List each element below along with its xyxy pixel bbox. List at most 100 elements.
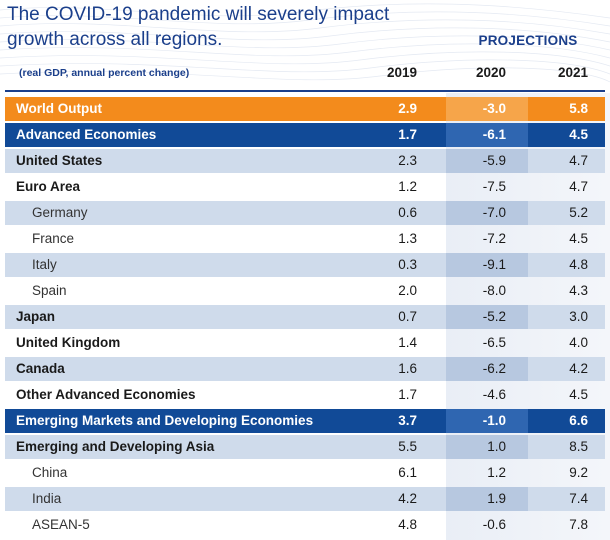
value-2019: 6.1 [398,465,417,480]
value-2021: 4.8 [569,257,588,272]
projection-2020-cell [446,201,528,225]
table-row: France 1.3 -7.2 4.5 [5,227,605,251]
value-2021: 4.0 [569,335,588,350]
value-2019: 5.5 [398,439,417,454]
table-row: Advanced Economies 1.7 -6.1 4.5 [5,123,605,147]
value-2019: 1.2 [398,179,417,194]
value-2019: 2.9 [398,101,417,116]
value-2021: 4.2 [569,361,588,376]
value-2020: -5.9 [482,153,506,168]
value-2020: -6.1 [482,127,506,142]
table-row: United States 2.3 -5.9 4.7 [5,149,605,173]
value-2019: 1.7 [398,127,417,142]
projection-2020-cell [446,487,528,511]
value-2020: 1.9 [487,491,506,506]
table-row: Italy 0.3 -9.1 4.8 [5,253,605,277]
value-2021: 5.8 [569,101,588,116]
table-row: Euro Area 1.2 -7.5 4.7 [5,175,605,199]
value-2019: 2.0 [398,283,417,298]
value-2019: 0.6 [398,205,417,220]
row-label: United Kingdom [16,335,121,350]
value-2021: 3.0 [569,309,588,324]
value-2021: 4.3 [569,283,588,298]
row-label: Emerging Markets and Developing Economie… [16,413,314,428]
table-row: Spain 2.0 -8.0 4.3 [5,279,605,303]
table-row: Japan 0.7 -5.2 3.0 [5,305,605,329]
table-row: Emerging and Developing Asia 5.5 1.0 8.5 [5,435,605,459]
row-label: Spain [32,283,67,298]
row-label: Advanced Economies [16,127,157,142]
column-header-2019: 2019 [386,65,417,80]
value-2021: 4.5 [569,387,588,402]
row-label: Canada [16,361,65,376]
table-row: Canada 1.6 -6.2 4.2 [5,357,605,381]
row-label: India [32,491,62,506]
value-2019: 1.3 [398,231,417,246]
table-row: Other Advanced Economies 1.7 -4.6 4.5 [5,383,605,407]
value-2020: -1.0 [482,413,506,428]
table-row: World Output 2.9 -3.0 5.8 [5,97,605,121]
value-2019: 0.7 [398,309,417,324]
value-2021: 4.7 [569,179,588,194]
row-label: Euro Area [16,179,81,194]
table-row: United Kingdom 1.4 -6.5 4.0 [5,331,605,355]
value-2021: 4.5 [569,127,588,142]
projection-2020-cell [446,435,528,459]
value-2019: 3.7 [398,413,417,428]
table-row: China 6.1 1.2 9.2 [5,461,605,485]
projection-2021-cell [528,409,605,433]
value-2019: 2.3 [398,153,417,168]
value-2021: 4.7 [569,153,588,168]
row-label: United States [16,153,103,168]
row-label: Other Advanced Economies [16,387,196,402]
column-header-2020: 2020 [475,65,506,80]
value-2020: -3.0 [482,101,506,116]
value-2020: -0.6 [482,517,506,532]
row-label: Germany [32,205,88,220]
value-2021: 4.5 [569,231,588,246]
table-row: ASEAN-5 4.8 -0.6 7.8 [5,513,605,537]
row-label: Italy [32,257,57,272]
row-label: World Output [16,101,102,116]
projection-2020-cell [446,123,528,147]
table-row: Emerging Markets and Developing Economie… [5,409,605,433]
value-2020: -6.2 [482,361,506,376]
projection-2020-cell [446,253,528,277]
value-2019: 4.2 [398,491,417,506]
value-2019: 1.4 [398,335,417,350]
projections-header: PROJECTIONS [478,33,578,48]
value-2020: -8.0 [482,283,506,298]
value-2020: -4.6 [482,387,506,402]
value-2020: -5.2 [482,309,506,324]
table-row: India 4.2 1.9 7.4 [5,487,605,511]
value-2019: 1.6 [398,361,417,376]
value-2020: 1.0 [487,439,506,454]
units-subtitle: (real GDP, annual percent change) [19,67,190,79]
value-2020: -7.0 [482,205,506,220]
chart-title: The COVID-19 pandemic will severely impa… [7,4,390,50]
data-table: World Output 2.9 -3.0 5.8 Advanced Economies… [5,97,605,539]
column-header-2021: 2021 [557,65,588,80]
value-2019: 4.8 [398,517,417,532]
row-label: Japan [16,309,56,324]
header-rule [5,90,605,92]
table-row: Germany 0.6 -7.0 5.2 [5,201,605,225]
value-2019: 1.7 [398,387,417,402]
projection-2020-cell [446,149,528,173]
projection-2021-cell [528,97,605,121]
value-2020: -7.5 [482,179,506,194]
value-2021: 9.2 [569,465,588,480]
row-label: France [32,231,75,246]
projection-2020-cell [446,409,528,433]
projection-2020-cell [446,97,528,121]
value-2021: 5.2 [569,205,588,220]
value-2021: 7.4 [569,491,588,506]
row-label: ASEAN-5 [32,517,90,532]
row-label: Emerging and Developing Asia [16,439,215,454]
row-label: China [32,465,68,480]
value-2021: 6.6 [569,413,588,428]
value-2020: -9.1 [482,257,506,272]
value-2020: 1.2 [487,465,506,480]
background-wave-pattern [0,3,610,83]
value-2020: -7.2 [482,231,506,246]
